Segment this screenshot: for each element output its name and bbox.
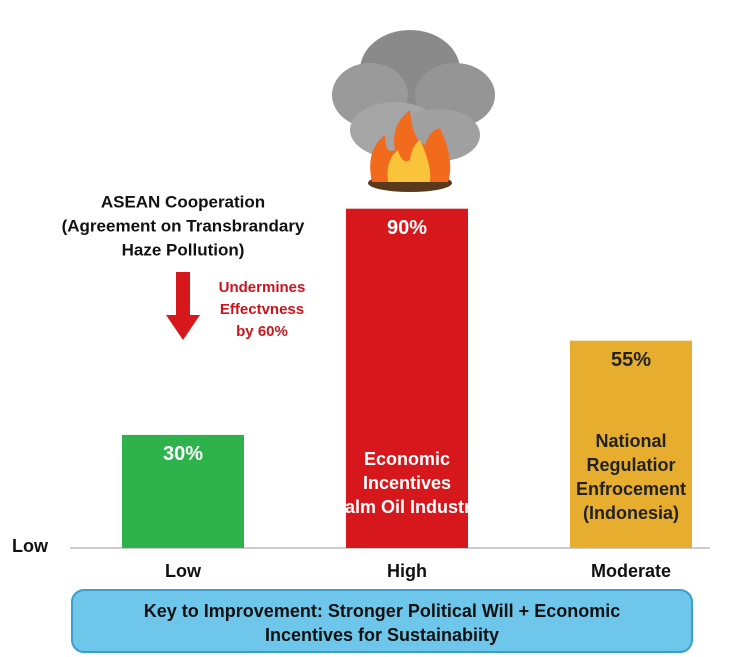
x-tick-label: Low — [165, 561, 202, 581]
annotation: Undermines — [219, 279, 306, 296]
annotation: Haze Pollution) — [122, 240, 245, 259]
x-tick-label: High — [387, 561, 427, 581]
arrow — [166, 272, 200, 340]
value-label: 55% — [611, 349, 651, 371]
smoke-and-fire — [332, 30, 495, 192]
bar-text: (Palm Oil Industry) — [327, 497, 487, 517]
annotation: by 60% — [236, 323, 288, 340]
value-label: 90% — [387, 217, 427, 239]
y-axis-label: Low — [12, 536, 49, 556]
annotation: (Agreement on Transbrandary — [62, 216, 305, 235]
bar-text: Regulatior — [586, 455, 675, 475]
footer-text: Key to Improvement: Stronger Political W… — [144, 601, 620, 621]
bar-text: National — [595, 431, 666, 451]
bar-text: (Indonesia) — [583, 503, 679, 523]
footer-text: Incentives for Sustainabiity — [265, 625, 499, 645]
bar-text: Enfrocement — [576, 479, 686, 499]
bar-text: Incentives — [363, 473, 451, 493]
bar-text: Economic — [364, 449, 450, 469]
annotation: Effectvness — [220, 301, 304, 318]
x-tick-label: Moderate — [591, 561, 671, 581]
chart: Low 30% Low 90% High 55% Moderate Economic Ince… — [0, 0, 729, 657]
annotation: ASEAN Cooperation — [101, 192, 265, 211]
value-label: 30% — [163, 443, 203, 465]
